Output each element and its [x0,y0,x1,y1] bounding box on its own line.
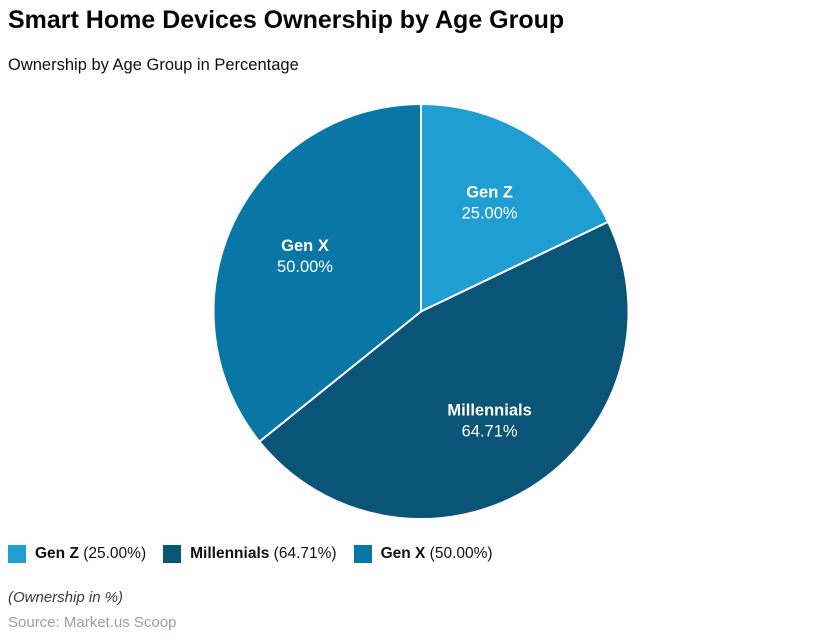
legend-label-gen-z: Gen Z (25.00%) [35,545,147,562]
chart-footnote: (Ownership in %) [8,589,124,606]
pie-slice-label-gen-z: Gen Z 25.00% [462,184,518,223]
chart-subtitle: Ownership by Age Group in Percentage [8,56,299,74]
legend-swatch-gen-z [8,545,26,563]
pie-slice-label-millennials: Millennials 64.71% [447,401,531,440]
pie-slice-gen-z[interactable] [420,103,610,313]
legend-label-millennials: Millennials (64.71%) [190,545,337,562]
pie-slice-gen-x[interactable] [212,103,422,443]
chart-source: Source: Market.us Scoop [8,614,177,631]
chart-title: Smart Home Devices Ownership by Age Grou… [8,6,565,34]
chart-legend: Gen Z (25.00%) Millennials (64.71%) Gen X … [8,545,493,563]
legend-item-millennials[interactable]: Millennials (64.71%) [163,545,337,563]
legend-item-gen-z[interactable]: Gen Z (25.00%) [8,545,146,563]
legend-swatch-gen-x [353,545,372,563]
legend-label-gen-x: Gen X (50.00%) [380,545,493,562]
legend-item-gen-x[interactable]: Gen X (50.00%) [353,545,493,563]
legend-swatch-millennials [163,545,182,563]
pie-slice-millennials[interactable] [258,220,630,520]
pie-slice-label-gen-x: Gen X 50.00% [277,237,333,276]
